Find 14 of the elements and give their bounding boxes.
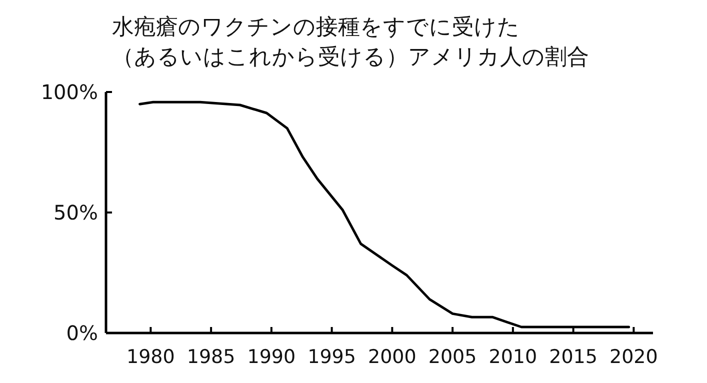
y-tick-label: 100%: [40, 80, 98, 104]
x-tick-label: 2015: [549, 346, 598, 368]
x-tick-label: 1995: [308, 346, 356, 368]
x-tick-label: 1980: [126, 346, 175, 368]
x-tick-label: 2020: [610, 346, 658, 368]
x-tick-label: 1985: [186, 346, 236, 368]
x-tick-label: 2005: [428, 346, 477, 368]
x-tick-label: 1990: [247, 346, 296, 368]
x-tick-label: 2000: [368, 346, 416, 368]
y-tick-label: 0%: [66, 321, 98, 345]
y-tick-label: 50%: [54, 200, 98, 224]
chart-subtitle: （あるいはこれから受ける）アメリカ人の割合: [112, 44, 589, 69]
x-tick-label: 2010: [488, 346, 538, 368]
chart-title: 水疱瘡のワクチンの接種をすでに受けた: [112, 14, 520, 39]
